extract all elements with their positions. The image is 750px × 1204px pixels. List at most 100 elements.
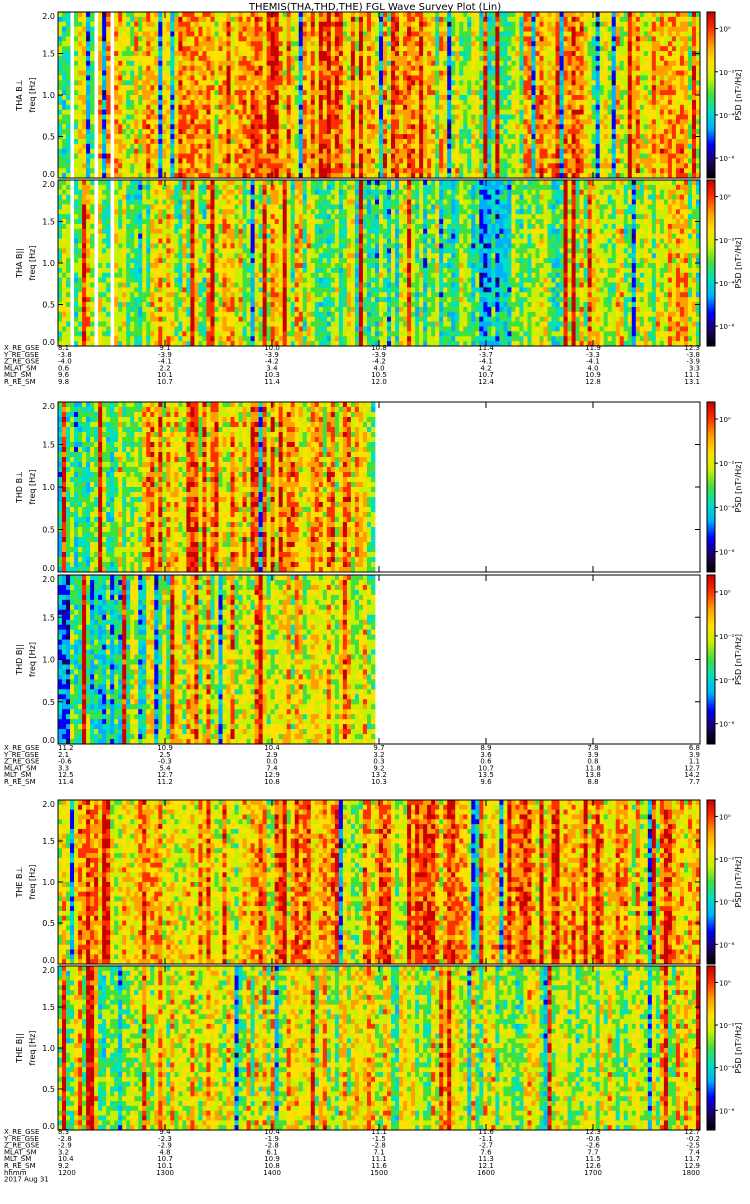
- heatmap-cell: [607, 21, 613, 28]
- heatmap-cell: [182, 70, 187, 76]
- heatmap-cell: [591, 80, 597, 86]
- heatmap-cell: [370, 134, 376, 140]
- heatmap-cell: [515, 148, 520, 154]
- heatmap-cell: [595, 143, 601, 150]
- heatmap-cell: [342, 129, 348, 135]
- heatmap-cell: [146, 16, 151, 23]
- heatmap-cell: [330, 12, 336, 18]
- heatmap-cell: [314, 114, 320, 120]
- heatmap-cell: [74, 158, 79, 164]
- heatmap-cell: [282, 70, 288, 76]
- heatmap-cell: [274, 51, 280, 57]
- heatmap-cell: [635, 55, 641, 62]
- heatmap-cell: [74, 55, 79, 62]
- heatmap-cell: [555, 36, 560, 42]
- heatmap-cell: [354, 90, 360, 96]
- heatmap-cell: [150, 173, 155, 179]
- heatmap-cell: [419, 158, 424, 164]
- heatmap-cell: [519, 138, 524, 145]
- heatmap-cell: [206, 46, 211, 52]
- heatmap-cell: [126, 51, 131, 57]
- heatmap-cell: [238, 168, 243, 174]
- heatmap-cell: [274, 70, 280, 76]
- heatmap-cell: [334, 148, 340, 154]
- heatmap-cell: [519, 70, 524, 76]
- heatmap-cell: [150, 51, 155, 57]
- heatmap-cell: [130, 163, 135, 169]
- heatmap-cell: [154, 85, 159, 91]
- heatmap-cell: [583, 104, 589, 111]
- heatmap-cell: [90, 85, 95, 91]
- heatmap-cell: [198, 173, 203, 179]
- heatmap-cell: [467, 65, 472, 71]
- heatmap-cell: [451, 114, 456, 120]
- heatmap-cell: [603, 168, 609, 174]
- heatmap-cell: [507, 114, 512, 120]
- heatmap-cell: [403, 109, 408, 115]
- heatmap-cell: [230, 134, 235, 140]
- heatmap-cell: [142, 26, 147, 32]
- heatmap-cell: [66, 119, 71, 125]
- heatmap-cell: [118, 148, 123, 154]
- heatmap-cell: [623, 114, 629, 120]
- heatmap-cell: [266, 173, 272, 179]
- heatmap-cell: [415, 75, 420, 81]
- heatmap-cell: [555, 12, 560, 18]
- heatmap-cell: [310, 16, 316, 23]
- heatmap-cell: [362, 46, 368, 52]
- heatmap-cell: [523, 65, 528, 71]
- heatmap-cell: [206, 75, 211, 81]
- heatmap-cell: [210, 12, 215, 18]
- heatmap-cell: [639, 153, 645, 159]
- heatmap-cell: [362, 148, 368, 154]
- heatmap-cell: [463, 60, 468, 67]
- heatmap-cell: [350, 21, 356, 28]
- heatmap-cell: [270, 158, 276, 164]
- heatmap-cell: [318, 148, 324, 154]
- heatmap-cell: [346, 70, 352, 76]
- heatmap-cell: [495, 134, 500, 140]
- heatmap-cell: [58, 163, 63, 169]
- heatmap-cell: [198, 65, 203, 71]
- heatmap-cell: [535, 124, 540, 130]
- heatmap-cell: [455, 134, 460, 140]
- heatmap-cell: [350, 65, 356, 71]
- heatmap-cell: [230, 104, 235, 111]
- heatmap-cell: [411, 46, 416, 52]
- heatmap-cell: [399, 168, 404, 174]
- heatmap-cell: [395, 46, 400, 52]
- heatmap-cell: [350, 109, 356, 115]
- heatmap-cell: [515, 99, 520, 106]
- heatmap-cell: [362, 114, 368, 120]
- heatmap-cell: [479, 31, 484, 37]
- heatmap-cell: [202, 148, 207, 154]
- heatmap-cell: [278, 158, 284, 164]
- heatmap-cell: [467, 26, 472, 32]
- heatmap-cell: [463, 143, 468, 150]
- heatmap-cell: [547, 31, 552, 37]
- heatmap-cell: [238, 65, 243, 71]
- heatmap-cell: [210, 104, 215, 111]
- heatmap-cell: [619, 70, 625, 76]
- heatmap-cell: [270, 41, 276, 47]
- heatmap-cell: [138, 70, 143, 76]
- heatmap-cell: [150, 75, 155, 81]
- heatmap-cell: [118, 129, 123, 135]
- heatmap-cell: [238, 104, 243, 111]
- heatmap-cell: [539, 16, 544, 23]
- heatmap-cell: [210, 158, 215, 164]
- heatmap-cell: [559, 104, 564, 111]
- heatmap-cell: [423, 143, 428, 150]
- heatmap-cell: [427, 168, 432, 174]
- heatmap-cell: [102, 95, 107, 101]
- heatmap-cell: [170, 109, 175, 115]
- heatmap-cell: [631, 75, 637, 81]
- heatmap-cell: [266, 51, 272, 57]
- heatmap-cell: [527, 65, 532, 71]
- heatmap-cell: [395, 12, 400, 18]
- heatmap-cell: [383, 129, 388, 135]
- heatmap-cell: [567, 21, 572, 28]
- heatmap-cell: [447, 153, 452, 159]
- heatmap-cell: [202, 158, 207, 164]
- heatmap-cell: [310, 75, 316, 81]
